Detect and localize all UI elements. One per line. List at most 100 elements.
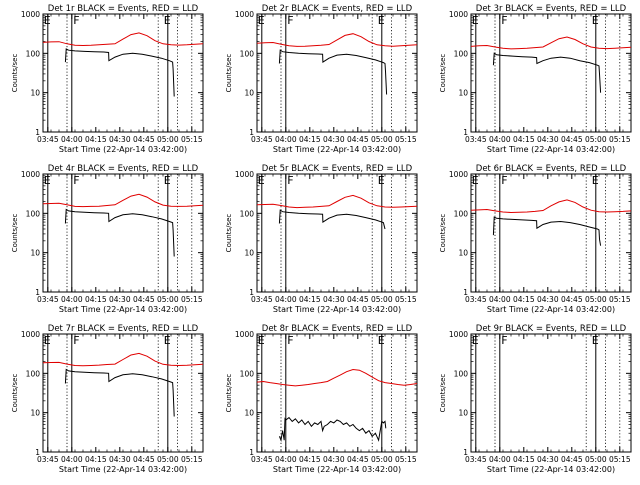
x-tick-label: 05:15	[609, 135, 631, 144]
x-tick-label: 05:00	[585, 135, 607, 144]
x-tick-label: 04:15	[299, 455, 321, 464]
lld-series-line	[42, 193, 204, 208]
x-tick-label: 04:30	[323, 295, 345, 304]
x-tick-label: 04:15	[513, 455, 535, 464]
y-tick-label: 100	[26, 49, 41, 58]
y-tick-label: 10	[458, 89, 468, 98]
y-axis-label: Counts/sec	[439, 374, 447, 413]
x-tick-label: 04:15	[85, 135, 107, 144]
x-tick-label: 03:45	[251, 135, 273, 144]
y-tick-label: 1	[35, 288, 40, 297]
y-axis-label: Counts/sec	[225, 54, 233, 93]
x-tick-label: 04:45	[347, 455, 369, 464]
y-tick-label: 1	[249, 288, 254, 297]
y-tick-label: 10	[244, 249, 254, 258]
x-tick-label: 05:15	[609, 455, 631, 464]
lld-series-line	[256, 194, 418, 209]
detector-panel: Det 3r BLACK = Events, RED = LLD 1 10 100 10…	[439, 4, 632, 154]
marker-label: E	[378, 334, 385, 347]
y-tick-label: 1000	[235, 10, 254, 19]
y-tick-label: 100	[454, 209, 469, 218]
marker-label: E	[472, 334, 479, 347]
y-tick-label: 10	[30, 89, 40, 98]
detector-panel: Det 2r BLACK = Events, RED = LLD 1 10 100 10…	[225, 4, 418, 154]
y-tick-label: 1000	[449, 10, 468, 19]
x-tick-label: 04:00	[61, 135, 83, 144]
y-tick-label: 100	[26, 209, 41, 218]
detector-panel: Det 4r BLACK = Events, RED = LLD 1 10 100 10…	[11, 164, 204, 314]
x-tick-label: 04:30	[323, 135, 345, 144]
x-tick-label: 05:00	[585, 455, 607, 464]
lld-series-line	[256, 33, 418, 47]
panel-title: Det 2r BLACK = Events, RED = LLD	[262, 4, 413, 14]
marker-label: E	[164, 334, 171, 347]
events-series-line	[278, 416, 387, 443]
x-tick-label: 04:00	[489, 135, 511, 144]
x-tick-label: 05:00	[157, 455, 179, 464]
x-tick-label: 04:30	[323, 455, 345, 464]
x-tick-label: 05:00	[371, 455, 393, 464]
y-axis-label: Counts/sec	[439, 54, 447, 93]
x-tick-label: 03:45	[465, 455, 487, 464]
detector-panel: Det 8r BLACK = Events, RED = LLD 1 10 100 10…	[225, 324, 418, 474]
x-tick-label: 04:00	[61, 455, 83, 464]
x-tick-label: 04:00	[275, 455, 297, 464]
x-tick-label: 04:30	[109, 455, 131, 464]
y-tick-label: 10	[30, 409, 40, 418]
x-tick-label: 04:45	[347, 135, 369, 144]
x-tick-label: 05:15	[395, 135, 417, 144]
y-tick-label: 10	[30, 249, 40, 258]
marker-label: F	[73, 14, 79, 27]
x-tick-label: 05:00	[157, 295, 179, 304]
x-tick-label: 05:15	[395, 455, 417, 464]
y-tick-label: 1000	[235, 170, 254, 179]
y-tick-label: 1000	[21, 170, 40, 179]
events-series-line	[64, 48, 175, 97]
y-tick-label: 1000	[449, 170, 468, 179]
x-tick-label: 04:45	[133, 135, 155, 144]
marker-label: F	[501, 14, 507, 27]
marker-label: E	[592, 174, 599, 187]
y-axis-label: Counts/sec	[439, 214, 447, 253]
marker-label: E	[44, 14, 51, 27]
lld-series-line	[42, 32, 204, 47]
x-tick-label: 03:45	[37, 455, 59, 464]
marker-label: E	[258, 14, 265, 27]
panel-title: Det 4r BLACK = Events, RED = LLD	[48, 164, 199, 174]
panel-title: Det 7r BLACK = Events, RED = LLD	[48, 324, 199, 334]
panel-title: Det 6r BLACK = Events, RED = LLD	[476, 164, 627, 174]
marker-label: F	[287, 334, 293, 347]
x-tick-label: 04:30	[537, 295, 559, 304]
x-tick-label: 04:00	[489, 455, 511, 464]
x-tick-label: 05:15	[609, 295, 631, 304]
x-tick-label: 05:00	[157, 135, 179, 144]
marker-label: F	[287, 14, 293, 27]
x-tick-label: 04:00	[61, 295, 83, 304]
x-tick-label: 03:45	[465, 295, 487, 304]
x-tick-label: 05:00	[585, 295, 607, 304]
x-tick-label: 05:15	[181, 455, 203, 464]
lld-series-line	[42, 352, 204, 367]
panel-title: Det 3r BLACK = Events, RED = LLD	[476, 4, 627, 14]
x-tick-label: 05:15	[395, 295, 417, 304]
x-tick-label: 04:45	[133, 295, 155, 304]
x-tick-label: 04:45	[347, 295, 369, 304]
x-tick-label: 04:00	[275, 295, 297, 304]
y-tick-label: 100	[240, 369, 255, 378]
detector-panel: Det 6r BLACK = Events, RED = LLD 1 10 100 10…	[439, 164, 632, 314]
marker-label: E	[472, 174, 479, 187]
x-axis-label: Start Time (22-Apr-14 03:42:00)	[273, 465, 401, 474]
events-series-line	[278, 209, 386, 230]
marker-label: E	[258, 174, 265, 187]
y-axis-label: Counts/sec	[11, 214, 19, 253]
y-tick-label: 1	[463, 448, 468, 457]
x-tick-label: 03:45	[465, 135, 487, 144]
detector-panel: Det 9r BLACK = Events, RED = LLD 1 10 100 10…	[439, 324, 632, 474]
x-tick-label: 04:30	[537, 455, 559, 464]
x-axis-label: Start Time (22-Apr-14 03:42:00)	[487, 145, 615, 154]
y-tick-label: 1	[249, 128, 254, 137]
marker-label: E	[592, 14, 599, 27]
marker-label: F	[501, 174, 507, 187]
x-tick-label: 04:15	[513, 135, 535, 144]
